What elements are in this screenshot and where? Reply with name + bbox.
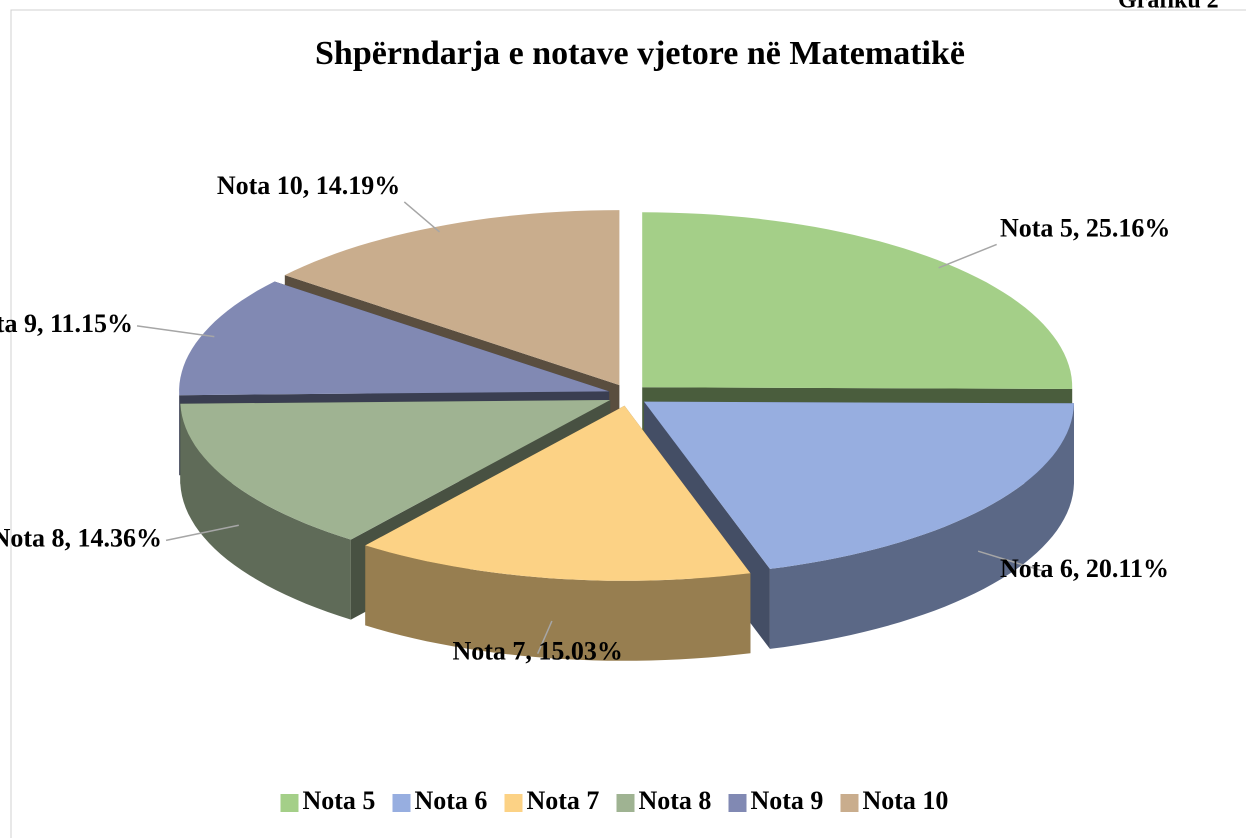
slice-top [180,400,611,540]
leader-line [165,524,239,542]
legend-swatch [616,794,635,812]
legend-swatch [728,794,747,812]
leader-line [977,550,1044,572]
slice-wall [365,545,751,661]
leader-line [136,325,215,338]
legend-label: Nota 7 [527,786,600,815]
legend-swatch [840,794,859,812]
leader-line [938,243,997,269]
corner-note: Grafiku 2 [1118,0,1219,14]
slice-wall [769,403,1074,649]
slice-top [179,281,610,396]
data-label: Nota 7, 15.03% [452,637,622,666]
legend-label: Nota 8 [639,786,712,815]
data-label: Nota 6, 20.11% [1000,554,1169,583]
legend-label: Nota 9 [751,786,824,815]
data-label: Nota 9, 11.15% [0,309,133,338]
slice-wall [180,403,351,620]
legend-label: Nota 10 [863,786,949,815]
slice [365,405,751,661]
legend-swatch [280,794,299,812]
legend-label: Nota 6 [415,786,488,815]
leader-line [536,620,553,655]
slice-top [644,401,1074,569]
legend-label: Nota 5 [303,786,376,815]
data-label: Nota 10, 14.19% [217,171,400,200]
slice-top [284,210,620,386]
legend-swatch [392,794,411,812]
chart-title: Shpërndarja e notave vjetore në Matemati… [315,35,965,72]
leader-line [403,201,441,233]
data-label: Nota 8, 14.36% [0,523,162,552]
slice-top [642,212,1073,389]
slice-top [365,405,751,581]
legend-swatch [504,794,523,812]
data-label: Nota 5, 25.16% [1000,213,1170,242]
